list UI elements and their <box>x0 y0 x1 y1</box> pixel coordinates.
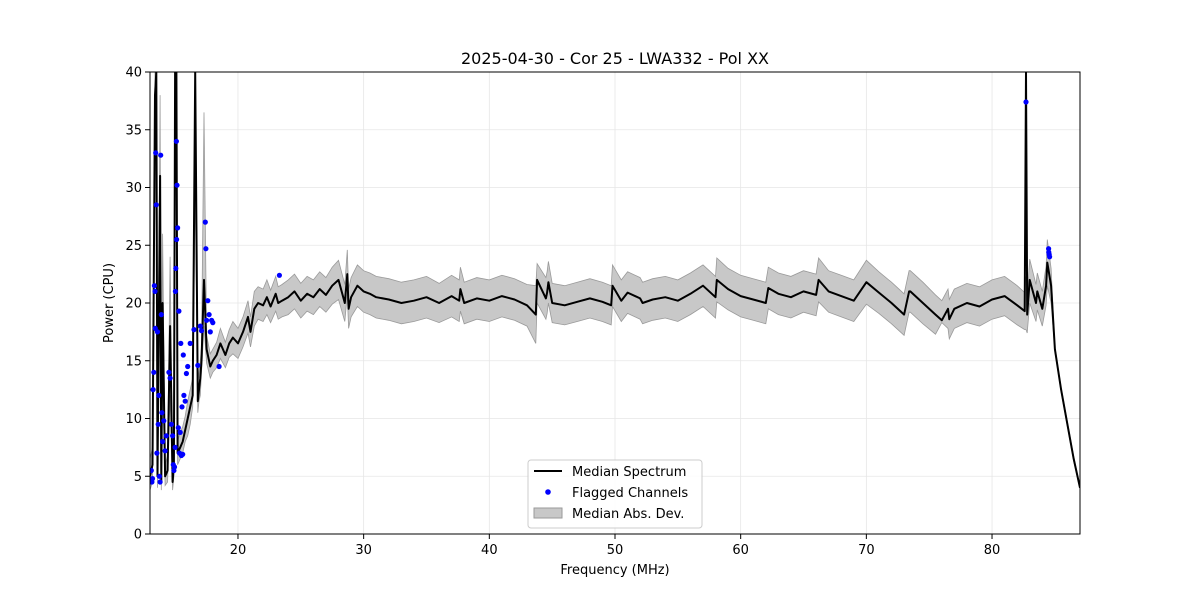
flagged-channel-point <box>155 421 161 427</box>
flagged-channel-point <box>158 312 164 318</box>
flagged-channel-point <box>174 182 180 188</box>
x-tick-label: 60 <box>732 543 749 558</box>
y-tick-label: 40 <box>125 66 142 81</box>
flagged-channel-point <box>150 387 156 393</box>
flagged-channel-point <box>167 375 173 381</box>
flagged-channel-point <box>170 433 176 439</box>
flagged-channel-point <box>166 369 172 375</box>
plot-content <box>150 72 1080 491</box>
legend-mad-label: Median Abs. Dev. <box>572 507 684 522</box>
flagged-channel-point <box>157 479 163 485</box>
median-spectrum-line <box>150 72 1080 489</box>
flagged-channel-point <box>168 421 174 427</box>
flagged-channel-point <box>210 320 216 326</box>
x-axis-label: Frequency (MHz) <box>560 563 669 578</box>
y-tick-label: 20 <box>125 297 142 312</box>
flagged-channel-point <box>1047 254 1053 260</box>
flagged-channel-point <box>172 288 178 294</box>
flagged-channel-point <box>197 323 203 329</box>
flagged-channel-point <box>216 363 222 370</box>
flagged-channel-point <box>179 404 185 410</box>
flagged-channel-point <box>161 418 167 424</box>
flagged-channel-point <box>162 448 168 454</box>
plot-area <box>150 72 1080 491</box>
flagged-channel-point <box>153 202 159 208</box>
y-tick-label: 15 <box>125 354 142 369</box>
flagged-channel-point <box>202 219 208 225</box>
flagged-channel-point <box>163 433 169 439</box>
flagged-channel-point <box>175 425 181 431</box>
chart-title: 2025-04-30 - Cor 25 - LWA332 - Pol XX <box>461 49 769 68</box>
flagged-channel-point <box>171 464 178 470</box>
legend-flagged-label: Flagged Channels <box>572 486 688 501</box>
flagged-channel-point <box>178 340 184 346</box>
flagged-channel-point <box>203 246 209 252</box>
x-tick-label: 80 <box>984 543 1001 558</box>
flagged-channel-point <box>160 439 166 445</box>
legend-flagged-swatch <box>545 489 551 495</box>
flagged-channel-point <box>191 327 197 333</box>
flagged-channel-point <box>181 392 187 398</box>
flagged-channel-point <box>174 236 180 243</box>
flagged-channel-point <box>187 340 193 346</box>
flagged-channel-point <box>185 363 191 370</box>
flagged-channel-point <box>175 225 181 231</box>
flagged-channel-point <box>159 410 165 416</box>
x-tick-label: 20 <box>230 543 247 558</box>
legend-mad-swatch <box>533 507 563 519</box>
x-tick-label: 40 <box>481 543 498 558</box>
flagged-channel-point <box>158 152 164 158</box>
y-tick-label: 5 <box>134 470 142 485</box>
x-tick-label: 70 <box>858 543 875 558</box>
flagged-channel-point <box>205 298 211 304</box>
flagged-channel-point <box>180 352 186 358</box>
flagged-channel-point <box>276 272 282 278</box>
y-tick-label: 35 <box>125 123 142 138</box>
flagged-channel-point <box>173 265 179 271</box>
flagged-channel-point <box>195 362 201 368</box>
y-tick-label: 0 <box>134 528 142 543</box>
flagged-channel-point <box>204 317 210 323</box>
flagged-channel-point <box>150 476 156 482</box>
flagged-channel-point <box>152 288 158 294</box>
flagged-channel-point <box>172 444 178 450</box>
flagged-channel-point <box>154 450 160 456</box>
flagged-channel-point <box>180 451 186 457</box>
flagged-channel-point <box>150 467 154 474</box>
flagged-channel-point <box>151 283 157 289</box>
flagged-channel-point <box>182 398 188 404</box>
flagged-channel-point <box>151 369 157 375</box>
mad-band <box>150 72 1080 491</box>
y-tick-label: 30 <box>125 181 142 196</box>
x-axis-ticks: 20 30 40 50 60 70 80 <box>230 534 1001 558</box>
flagged-channel-point <box>154 329 161 335</box>
y-tick-label: 25 <box>125 239 142 254</box>
flagged-channel-point <box>183 370 189 377</box>
legend-median-label: Median Spectrum <box>572 465 686 480</box>
flagged-channel-point <box>198 328 205 334</box>
flagged-channel-point <box>156 392 162 398</box>
y-axis-label: Power (CPU) <box>102 263 117 343</box>
legend-box <box>527 459 703 529</box>
flagged-channel-point <box>153 150 159 156</box>
x-tick-label: 50 <box>607 543 624 558</box>
y-tick-label: 10 <box>125 412 142 427</box>
flagged-channel-point <box>173 138 179 144</box>
flagged-channel-point <box>156 473 162 479</box>
flagged-channel-point <box>1023 99 1029 105</box>
y-axis-ticks: 0 5 10 15 20 25 30 35 40 <box>125 66 150 543</box>
flagged-channel-point <box>206 312 212 318</box>
flagged-channel-point <box>207 329 213 335</box>
flagged-channel-point <box>176 308 182 314</box>
x-tick-label: 30 <box>355 543 372 558</box>
flagged-channel-point <box>177 429 183 435</box>
legend: Median Spectrum Flagged Channels Median … <box>527 459 703 529</box>
